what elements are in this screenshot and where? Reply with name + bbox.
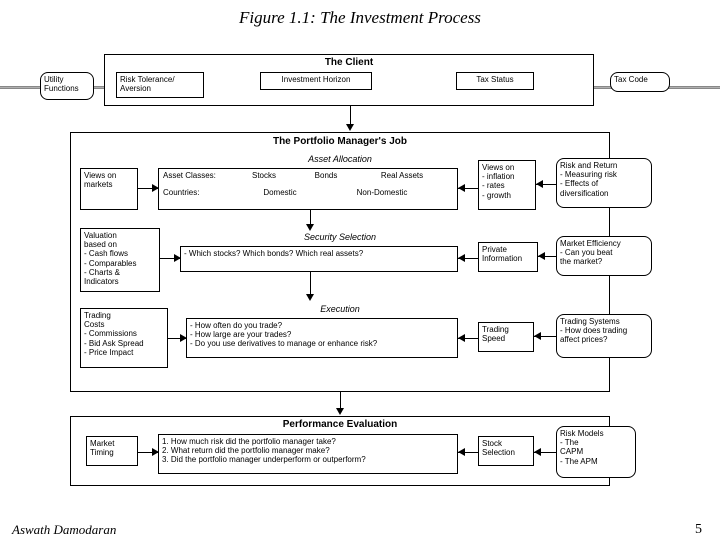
author-label: Aswath Damodaran xyxy=(12,522,116,538)
sel-arrow-rr-head xyxy=(538,252,545,260)
page-number: 5 xyxy=(695,522,702,538)
trading-systems-box: Trading Systems - How does trading affec… xyxy=(556,314,652,358)
evaluation-questions-box: 1. How much risk did the portfolio manag… xyxy=(158,434,458,474)
risk-tolerance-box: Risk Tolerance/ Aversion xyxy=(116,72,204,98)
evaluation-title: Performance Evaluation xyxy=(71,419,609,431)
sel-arrow-r-head xyxy=(458,254,465,262)
selection-questions-box: - Which stocks? Which bonds? Which real … xyxy=(180,246,458,272)
stocks-label: Stocks xyxy=(233,171,295,180)
tax-code-box: Tax Code xyxy=(610,72,670,92)
stock-selection-box: Stock Selection xyxy=(478,436,534,466)
figure-title: Figure 1.1: The Investment Process xyxy=(0,8,720,28)
eval-arrow-rr-head xyxy=(534,448,541,456)
exec-arrow-r-head xyxy=(458,334,465,342)
trading-speed-box: Trading Speed xyxy=(478,322,534,352)
arrow-client-manager-head xyxy=(346,124,354,131)
private-info-box: Private Information xyxy=(478,242,538,272)
bonds-label: Bonds xyxy=(295,171,357,180)
arrow-sel-exec-head xyxy=(306,294,314,301)
asset-classes-label: Asset Classes: xyxy=(163,171,233,180)
exec-arrow-rr-head xyxy=(534,332,541,340)
risk-models-box: Risk Models - The CAPM - The APM xyxy=(556,426,636,478)
selection-title: Security Selection xyxy=(260,232,420,242)
eval-arrow-l-head xyxy=(152,448,159,456)
non-domestic-label: Non-Domestic xyxy=(327,188,437,197)
execution-title: Execution xyxy=(260,304,420,314)
countries-label: Countries: xyxy=(163,188,233,197)
exec-arrow-l-head xyxy=(180,334,187,342)
efficiency-box: Market Efficiency - Can you beat the mar… xyxy=(556,236,652,276)
utility-functions-box: Utility Functions xyxy=(40,72,94,100)
arrow-sel-exec-line xyxy=(310,272,311,296)
eval-arrow-r-head xyxy=(458,448,465,456)
views-markets-box: Views on markets xyxy=(80,168,138,210)
allocation-grid: Asset Classes: Stocks Bonds Real Assets … xyxy=(158,168,458,210)
risk-return-box: Risk and Return - Measuring risk - Effec… xyxy=(556,158,652,208)
horizon-box: Investment Horizon xyxy=(260,72,372,90)
execution-questions-box: - How often do you trade? - How large ar… xyxy=(186,318,458,358)
market-timing-box: Market Timing xyxy=(86,436,138,466)
arrow-mgr-eval-head xyxy=(336,408,344,415)
allocation-title: Asset Allocation xyxy=(260,154,420,164)
arrow-client-manager-line xyxy=(350,106,351,126)
domestic-label: Domestic xyxy=(233,188,327,197)
sel-arrow-l-head xyxy=(174,254,181,262)
trading-costs-box: Trading Costs - Commissions - Bid Ask Sp… xyxy=(80,308,168,368)
alloc-arrow-rr-head xyxy=(536,180,543,188)
alloc-arrow-l-head xyxy=(152,184,159,192)
valuation-box: Valuation based on - Cash flows - Compar… xyxy=(80,228,160,292)
alloc-arrow-r-head xyxy=(458,184,465,192)
arrow-alloc-sel-head xyxy=(306,224,314,231)
real-assets-label: Real Assets xyxy=(357,171,447,180)
views-macro-box: Views on - inflation - rates - growth xyxy=(478,160,536,210)
client-title: The Client xyxy=(105,57,593,69)
manager-title: The Portfolio Manager's Job xyxy=(71,136,609,148)
tax-status-box: Tax Status xyxy=(456,72,534,90)
